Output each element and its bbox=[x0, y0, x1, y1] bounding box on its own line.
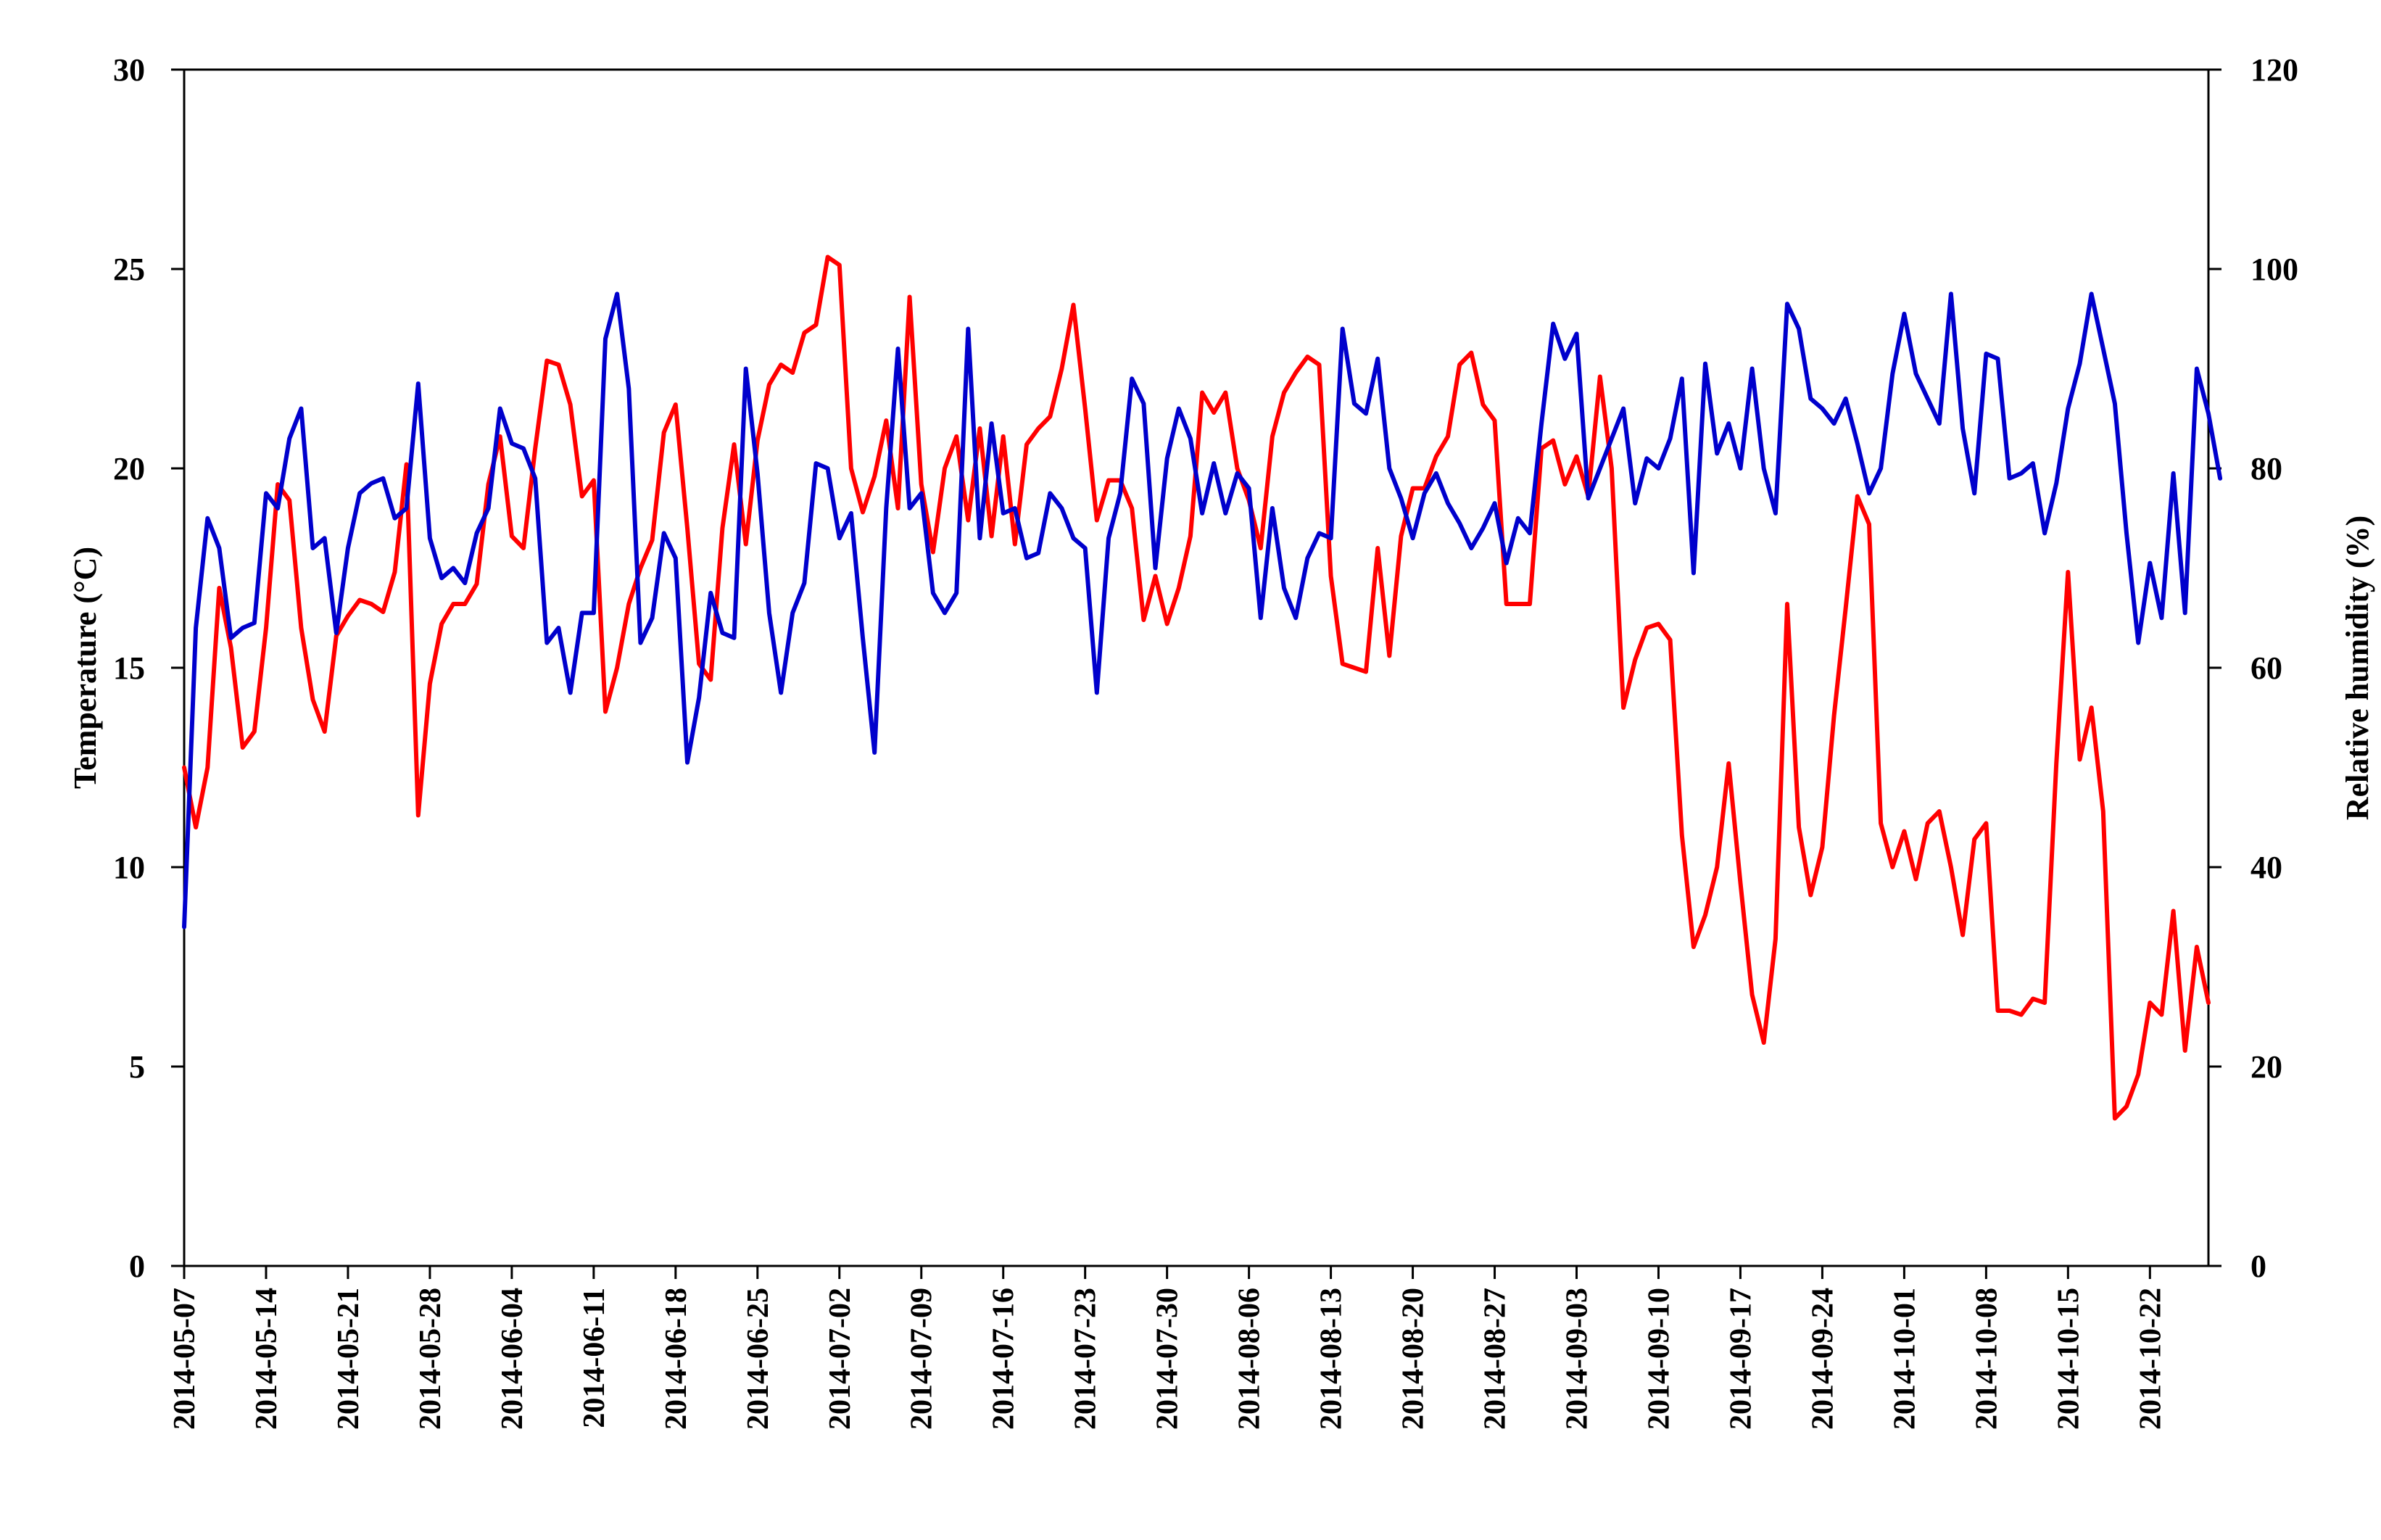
right-tick-label: 0 bbox=[2250, 1249, 2266, 1284]
left-tick-label: 25 bbox=[113, 252, 145, 287]
x-tick-label: 2014-06-18 bbox=[660, 1288, 693, 1430]
x-tick-label: 2014-07-02 bbox=[824, 1288, 857, 1430]
x-tick-label: 2014-10-22 bbox=[2134, 1288, 2167, 1430]
x-tick-label: 2014-07-30 bbox=[1151, 1288, 1185, 1430]
left-tick-label: 15 bbox=[113, 650, 145, 686]
x-tick-label: 2014-05-21 bbox=[332, 1288, 365, 1430]
x-tick-label: 2014-08-20 bbox=[1397, 1288, 1430, 1430]
x-tick-label: 2014-09-24 bbox=[1806, 1288, 1839, 1430]
humidity-series-line bbox=[182, 291, 2223, 930]
x-tick-label: 2014-05-14 bbox=[250, 1288, 283, 1430]
x-tick-label: 2014-10-15 bbox=[2052, 1288, 2085, 1430]
x-tick-label: 2014-10-01 bbox=[1888, 1288, 1921, 1430]
x-tick-label: 2014-09-03 bbox=[1561, 1288, 1594, 1430]
x-tick-label: 2014-09-17 bbox=[1724, 1288, 1757, 1430]
right-tick-label: 60 bbox=[2250, 650, 2282, 686]
left-tick-label: 5 bbox=[129, 1049, 145, 1085]
x-tick-label: 2014-05-07 bbox=[168, 1288, 202, 1430]
right-tick-label: 100 bbox=[2250, 252, 2298, 287]
left-axis-title: Temperature (°C) bbox=[67, 547, 103, 789]
x-tick-label: 2014-07-09 bbox=[906, 1288, 939, 1430]
right-tick-label: 20 bbox=[2250, 1049, 2282, 1085]
x-tick-label: 2014-08-06 bbox=[1233, 1288, 1267, 1430]
x-tick-label: 2014-07-16 bbox=[987, 1288, 1021, 1430]
right-tick-label: 120 bbox=[2250, 52, 2298, 88]
right-axis-title: Relative humidity (%) bbox=[2340, 516, 2375, 820]
x-tick-label: 2014-08-27 bbox=[1479, 1288, 1512, 1430]
x-tick-label: 2014-06-04 bbox=[496, 1288, 529, 1430]
right-tick-label: 80 bbox=[2250, 451, 2282, 487]
x-axis-ticks: 2014-05-07 2014-05-14 2014-05-21 2014-05-28… bbox=[168, 1266, 2167, 1430]
x-tick-label: 2014-06-25 bbox=[742, 1288, 775, 1430]
left-tick-label: 0 bbox=[129, 1249, 145, 1284]
x-tick-label: 2014-06-11 bbox=[578, 1288, 611, 1428]
x-tick-label: 2014-08-13 bbox=[1315, 1288, 1349, 1430]
left-tick-label: 30 bbox=[113, 52, 145, 88]
x-tick-label: 2014-07-23 bbox=[1069, 1288, 1103, 1430]
right-tick-label: 40 bbox=[2250, 850, 2282, 885]
left-tick-label: 10 bbox=[113, 850, 145, 885]
right-axis-ticks: 0 20 40 60 80 100 120 bbox=[2208, 52, 2298, 1284]
x-tick-label: 2014-10-08 bbox=[1970, 1288, 2003, 1430]
left-axis-ticks: 0 5 10 15 20 25 30 bbox=[113, 52, 184, 1284]
x-tick-label: 2014-05-28 bbox=[414, 1288, 447, 1430]
x-tick-label: 2014-09-10 bbox=[1642, 1288, 1676, 1430]
series-layer bbox=[182, 254, 2223, 1121]
left-tick-label: 20 bbox=[113, 451, 145, 487]
